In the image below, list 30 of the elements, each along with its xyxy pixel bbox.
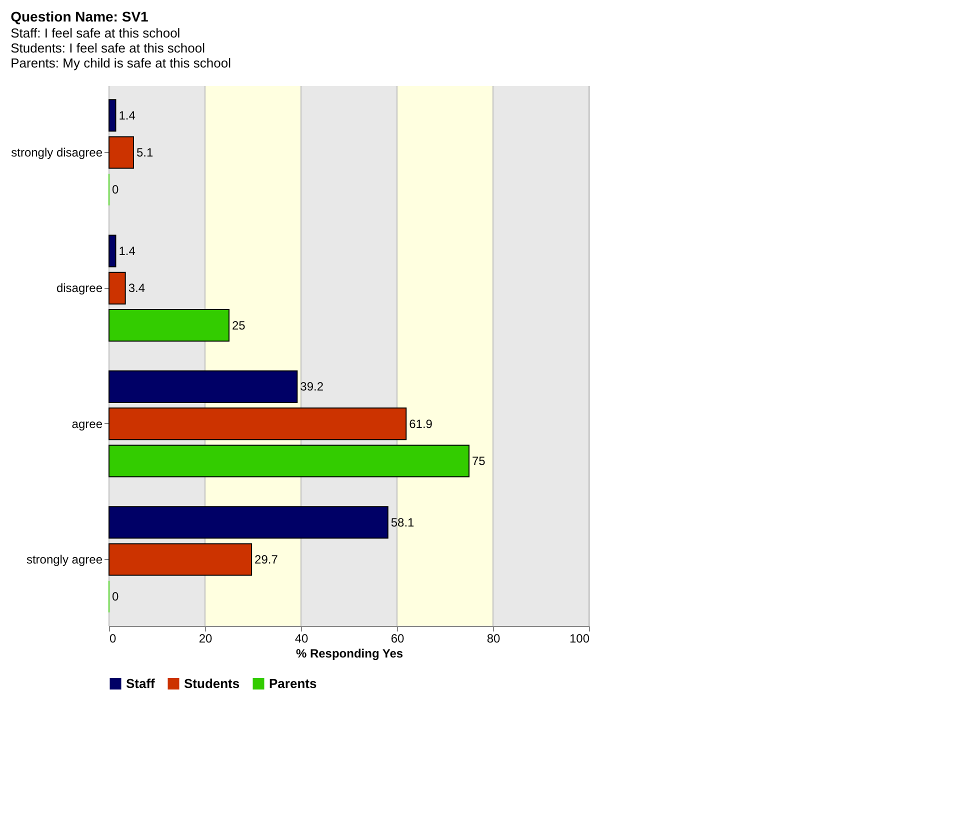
y-tick-label: strongly agree [26, 552, 103, 567]
x-tick-label: 0 [110, 632, 116, 646]
x-tick-label: 40 [294, 632, 308, 646]
data-label: 29.7 [254, 552, 278, 567]
text: Students: I feel safe at this school [10, 40, 206, 56]
data-label: 75 [472, 454, 486, 468]
data-label: 5.1 [136, 145, 154, 160]
data-label: 0 [112, 590, 119, 604]
legend-label: Students [184, 676, 240, 691]
data-label: 1.4 [118, 108, 136, 122]
text: Staff: I feel safe at this school [10, 26, 180, 40]
x-tick-label: 100 [569, 632, 590, 646]
data-label: 3.4 [128, 281, 146, 296]
legend-label: Parents [269, 676, 317, 691]
text: Parents: My child is safe at this school [10, 56, 232, 70]
chart-title: Question Name: SV1 [10, 8, 149, 24]
legend-label: Staff [126, 676, 156, 691]
x-axis-title: % Responding Yes [296, 646, 404, 660]
data-label: 61.9 [409, 416, 433, 431]
x-tick-label: 60 [390, 632, 404, 646]
data-label: 1.4 [118, 244, 136, 258]
data-label: 39.2 [300, 380, 324, 394]
x-tick-label: 20 [198, 632, 212, 646]
y-tick-label: agree [72, 416, 103, 431]
x-tick-label: 80 [486, 632, 500, 646]
data-label: 25 [232, 318, 246, 332]
data-label: 0 [112, 182, 119, 197]
y-tick-label: disagree [56, 281, 103, 296]
y-tick-label: strongly disagree [11, 145, 103, 160]
data-label: 58.1 [390, 515, 415, 530]
